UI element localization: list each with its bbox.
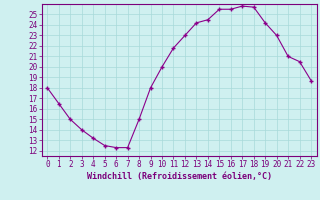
X-axis label: Windchill (Refroidissement éolien,°C): Windchill (Refroidissement éolien,°C) [87, 172, 272, 181]
